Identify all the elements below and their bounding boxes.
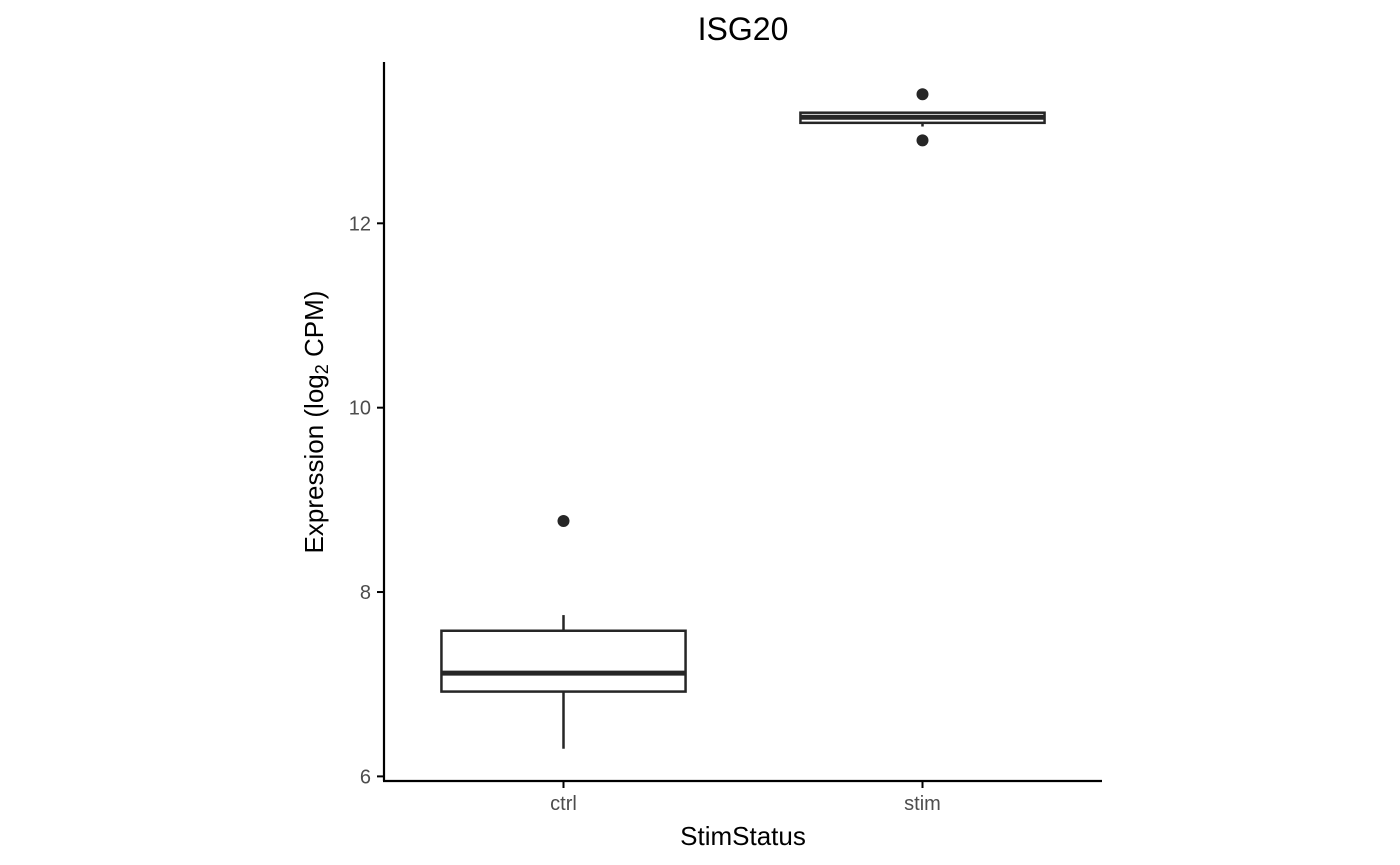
outlier-point [916, 134, 929, 147]
y-tick-label: 12 [349, 213, 371, 235]
x-tick-label: stim [904, 793, 941, 815]
box-ctrl [440, 515, 687, 749]
x-tick-label: ctrl [550, 793, 577, 815]
y-ticks: 6 8 10 12 [349, 213, 384, 788]
y-tick-label: 8 [360, 582, 371, 604]
y-axis-title-prefix: Expression (log [299, 374, 329, 553]
x-axis-title: StimStatus [680, 821, 806, 851]
y-tick-label: 6 [360, 766, 371, 788]
x-ticks: ctrl stim [550, 781, 941, 815]
boxes [440, 88, 1046, 749]
y-tick-label: 10 [349, 398, 371, 420]
axes [382, 62, 1102, 783]
box-stim [799, 88, 1046, 147]
outlier-point [916, 88, 929, 101]
y-axis-title: Expression (log2 CPM) [299, 291, 332, 554]
y-axis-title-subscript: 2 [312, 364, 332, 374]
y-axis-title-suffix: CPM) [299, 291, 329, 365]
outlier-point [557, 515, 570, 528]
chart-title: ISG20 [698, 11, 789, 47]
box-iqr [440, 629, 687, 693]
